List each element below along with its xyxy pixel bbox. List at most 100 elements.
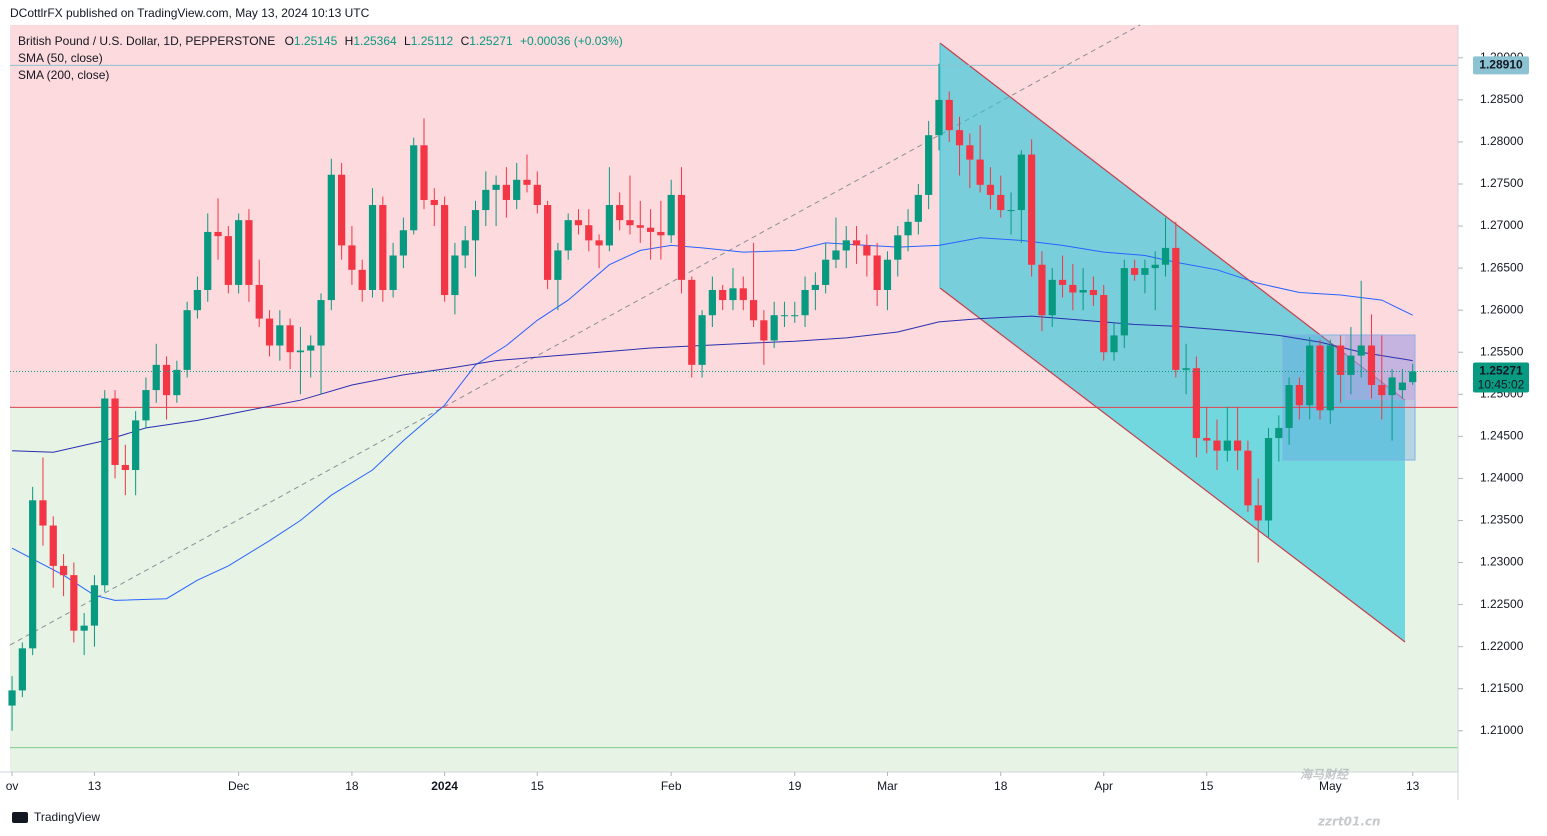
- last-price-label: 1.25271: [1479, 364, 1523, 378]
- x-tick-label: 13: [88, 779, 102, 793]
- x-tick-label: Apr: [1094, 779, 1113, 793]
- candle-body: [1069, 284, 1077, 293]
- y-tick-label: 1.22000: [1480, 639, 1524, 653]
- candle-body: [368, 205, 377, 290]
- candle-body: [1213, 440, 1221, 451]
- candle-body: [214, 231, 222, 237]
- candle-body: [296, 350, 305, 353]
- level-label: 1.28910: [1479, 58, 1523, 72]
- candle-body: [162, 364, 171, 396]
- candle-body: [70, 575, 78, 631]
- x-tick-label: Dec: [228, 779, 249, 793]
- candle-body: [595, 240, 603, 246]
- candle-body: [605, 205, 613, 246]
- candle-body: [1058, 279, 1067, 285]
- candle-body: [245, 220, 253, 285]
- l-label: L: [404, 34, 411, 48]
- x-tick-label: 18: [994, 779, 1008, 793]
- o-label: O: [285, 34, 294, 48]
- candle-body: [873, 255, 881, 290]
- candle-body: [8, 690, 16, 706]
- candle-body: [1378, 385, 1386, 396]
- y-tick-label: 1.27500: [1480, 176, 1524, 190]
- candle-body: [1285, 385, 1293, 428]
- y-tick-label: 1.24500: [1480, 429, 1524, 443]
- x-tick-label: 15: [531, 779, 545, 793]
- footer-brand: TradingView: [34, 810, 100, 824]
- candle-body: [307, 345, 315, 351]
- candle-body: [935, 99, 943, 136]
- candle-body: [1038, 264, 1046, 316]
- candle-body: [1192, 368, 1201, 439]
- candle-body: [822, 259, 830, 285]
- candle-body: [1161, 247, 1170, 265]
- candle-body: [265, 318, 274, 346]
- candle-body: [1275, 427, 1283, 439]
- candle-body: [646, 227, 655, 232]
- candle-body: [842, 240, 850, 251]
- candle-body: [852, 240, 861, 246]
- candle-body: [791, 315, 799, 317]
- candle-body: [749, 300, 758, 321]
- candle-body: [204, 231, 212, 290]
- candle-body: [276, 325, 284, 346]
- x-tick-label: 2024: [431, 779, 458, 793]
- candle-body: [1182, 368, 1190, 370]
- watermark: 海马财经: [1300, 768, 1350, 782]
- y-tick-label: 1.27000: [1480, 218, 1524, 232]
- candle-body: [183, 310, 191, 370]
- candle-body: [708, 289, 716, 316]
- candle-body: [1347, 355, 1355, 375]
- c-value: 1.25271: [469, 34, 513, 48]
- candle-body: [832, 250, 840, 260]
- candle-body: [1100, 295, 1108, 353]
- candle-body: [1079, 289, 1087, 293]
- candle-body: [430, 199, 438, 206]
- candle-body: [80, 625, 88, 631]
- candle-body: [142, 390, 150, 421]
- candle-body: [1172, 247, 1180, 370]
- candle-body: [523, 179, 531, 185]
- candle-body: [636, 225, 644, 228]
- candle-body: [358, 269, 366, 290]
- y-tick-label: 1.24000: [1480, 471, 1524, 485]
- candle-body: [1357, 345, 1365, 356]
- publisher: DCottlrFX published on TradingView.com, …: [10, 6, 370, 20]
- channel-lower: [939, 287, 1406, 643]
- candle-body: [173, 369, 181, 396]
- x-tick-label: 18: [345, 779, 359, 793]
- candle-body: [883, 259, 892, 290]
- x-tick-label: 15: [1200, 779, 1214, 793]
- candle-body: [111, 398, 119, 465]
- candle-body: [1089, 289, 1098, 296]
- candle-body: [1295, 385, 1304, 406]
- candle-body: [1409, 371, 1417, 383]
- candle-body: [513, 179, 521, 200]
- candle-body: [1141, 268, 1149, 275]
- candle-body: [49, 525, 57, 566]
- x-tick-label: 19: [788, 779, 802, 793]
- candle-body: [1151, 264, 1159, 269]
- legend: British Pound / U.S. Dollar, 1D, PEPPERS…: [18, 34, 623, 48]
- candle-body: [1264, 438, 1273, 521]
- o-value: 1.25145: [294, 34, 338, 48]
- candle-body: [132, 420, 140, 471]
- x-tick-label: May: [1319, 779, 1342, 793]
- candle-body: [1326, 345, 1334, 411]
- candle-body: [811, 284, 819, 290]
- candle-body: [29, 500, 37, 649]
- candle-body: [1028, 154, 1036, 265]
- candle-body: [59, 565, 68, 576]
- candle-body: [1131, 268, 1139, 275]
- symbol: British Pound / U.S. Dollar, 1D, PEPPERS…: [18, 34, 275, 48]
- candle-body: [1203, 438, 1211, 441]
- candle-body: [152, 364, 160, 391]
- candle-body: [739, 288, 747, 301]
- candle-body: [1234, 440, 1242, 451]
- candle-body: [780, 315, 789, 317]
- candle-body: [966, 145, 974, 160]
- sma200-legend: SMA (200, close): [18, 68, 109, 82]
- y-tick-label: 1.23500: [1480, 513, 1524, 527]
- plot: [8, 63, 1458, 749]
- candle-body: [904, 221, 912, 236]
